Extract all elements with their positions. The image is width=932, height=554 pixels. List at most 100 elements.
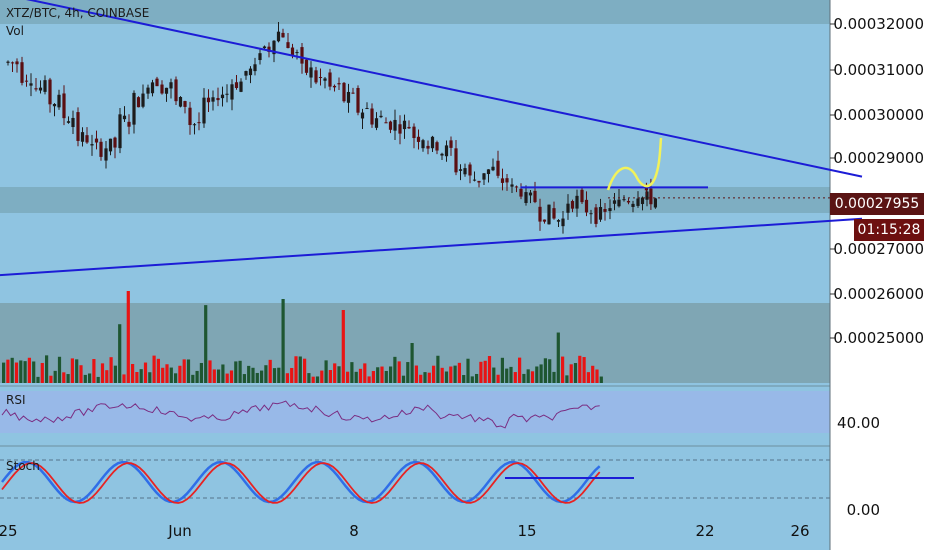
- volume-bar: [470, 376, 474, 383]
- volume-bar: [522, 373, 526, 383]
- candle-body: [220, 94, 225, 99]
- candle-body: [440, 153, 444, 156]
- price-tick-label: 0.00031000: [833, 61, 924, 79]
- volume-bar: [191, 374, 195, 383]
- volume-bar: [397, 361, 401, 383]
- candle-body: [225, 93, 229, 95]
- candle-body: [454, 148, 458, 173]
- volume-bar: [410, 343, 414, 383]
- volume-bar: [6, 359, 10, 383]
- volume-bar: [311, 376, 315, 383]
- volume-bar: [496, 374, 500, 383]
- volume-bar: [384, 370, 388, 383]
- candle-body: [370, 108, 374, 125]
- volume-bar: [535, 366, 539, 383]
- candle-body: [649, 188, 653, 205]
- candle-body: [90, 144, 94, 146]
- time-tick-label: 26: [790, 522, 809, 540]
- volume-bar: [62, 372, 66, 383]
- candle-body: [57, 94, 61, 108]
- candle-body: [276, 31, 281, 42]
- time-tick-label: 8: [349, 522, 359, 540]
- candle-body: [351, 92, 355, 94]
- volume-bar: [543, 358, 547, 383]
- candle-body: [216, 98, 220, 101]
- candle-body: [542, 219, 547, 222]
- last-price-tag: 0.00027955: [830, 193, 924, 215]
- volume-bar: [440, 367, 444, 383]
- volume-bar: [483, 360, 487, 383]
- time-tick-label: 22: [695, 522, 714, 540]
- candle-body: [398, 124, 402, 134]
- candle-body: [500, 178, 505, 183]
- volume-bar: [105, 370, 109, 383]
- candle-body: [290, 47, 295, 56]
- candle-body: [388, 121, 393, 130]
- volume-bar: [436, 355, 440, 383]
- volume-bar: [234, 361, 238, 383]
- candle-body: [99, 141, 103, 157]
- volume-bar: [161, 367, 165, 383]
- volume-bar: [432, 365, 436, 383]
- volume-bar: [122, 374, 126, 383]
- stoch-tick-label: 0.00: [847, 501, 880, 519]
- volume-bar: [307, 373, 311, 383]
- volume-bar: [79, 365, 83, 383]
- candle-body: [626, 200, 631, 203]
- stoch-line-red: [1, 462, 601, 504]
- volume-bar: [290, 367, 294, 383]
- candle-body: [300, 47, 304, 64]
- volume-bar: [328, 370, 332, 383]
- candle-body: [38, 87, 43, 91]
- volume-bar: [457, 362, 461, 383]
- candle-body: [426, 145, 430, 149]
- volume-bar: [242, 374, 246, 383]
- volume-bar: [260, 370, 264, 383]
- candle-body: [127, 121, 131, 127]
- volume-bar: [165, 364, 169, 383]
- candle-body: [146, 87, 150, 94]
- time-tick-label: 25: [0, 522, 18, 540]
- candle-body: [598, 207, 603, 220]
- candle-body: [570, 201, 575, 209]
- candle-body: [230, 84, 234, 100]
- volume-bar: [285, 373, 289, 383]
- volume-bar: [178, 365, 182, 383]
- candle-body: [519, 188, 523, 197]
- candle-body: [379, 115, 383, 118]
- volume-bar: [217, 369, 221, 383]
- candle-body: [71, 117, 75, 128]
- candle-body: [636, 198, 640, 206]
- candle-body: [6, 61, 10, 63]
- candle-body: [575, 195, 579, 209]
- candle-body: [374, 118, 379, 128]
- candle-body: [267, 46, 271, 52]
- candle-body: [547, 204, 551, 225]
- volume-bar: [539, 364, 543, 383]
- candle-body: [178, 96, 183, 107]
- descending-trendline: [25, 0, 863, 178]
- candle-body: [468, 164, 472, 176]
- plot-background: [0, 0, 830, 550]
- volume-bar: [591, 365, 595, 383]
- candle-body: [622, 199, 626, 201]
- stoch-label: Stoch: [6, 459, 40, 473]
- volume-bar: [320, 370, 324, 383]
- price-tick-label: 0.00032000: [833, 15, 924, 33]
- volume-bar: [406, 362, 410, 383]
- volume-bar: [2, 362, 6, 383]
- candle-body: [118, 114, 122, 149]
- candle-body: [253, 64, 257, 72]
- candle-body: [34, 88, 38, 90]
- volume-bar: [423, 372, 427, 383]
- volume-bar: [225, 373, 229, 383]
- candle-body: [239, 81, 243, 92]
- volume-bar: [444, 371, 449, 383]
- time-axis-background: [0, 519, 830, 550]
- candle-body: [430, 136, 435, 149]
- volume-bar: [298, 356, 302, 383]
- candle-body: [552, 208, 556, 219]
- volume-bar: [363, 363, 367, 383]
- volume-bar: [88, 373, 92, 383]
